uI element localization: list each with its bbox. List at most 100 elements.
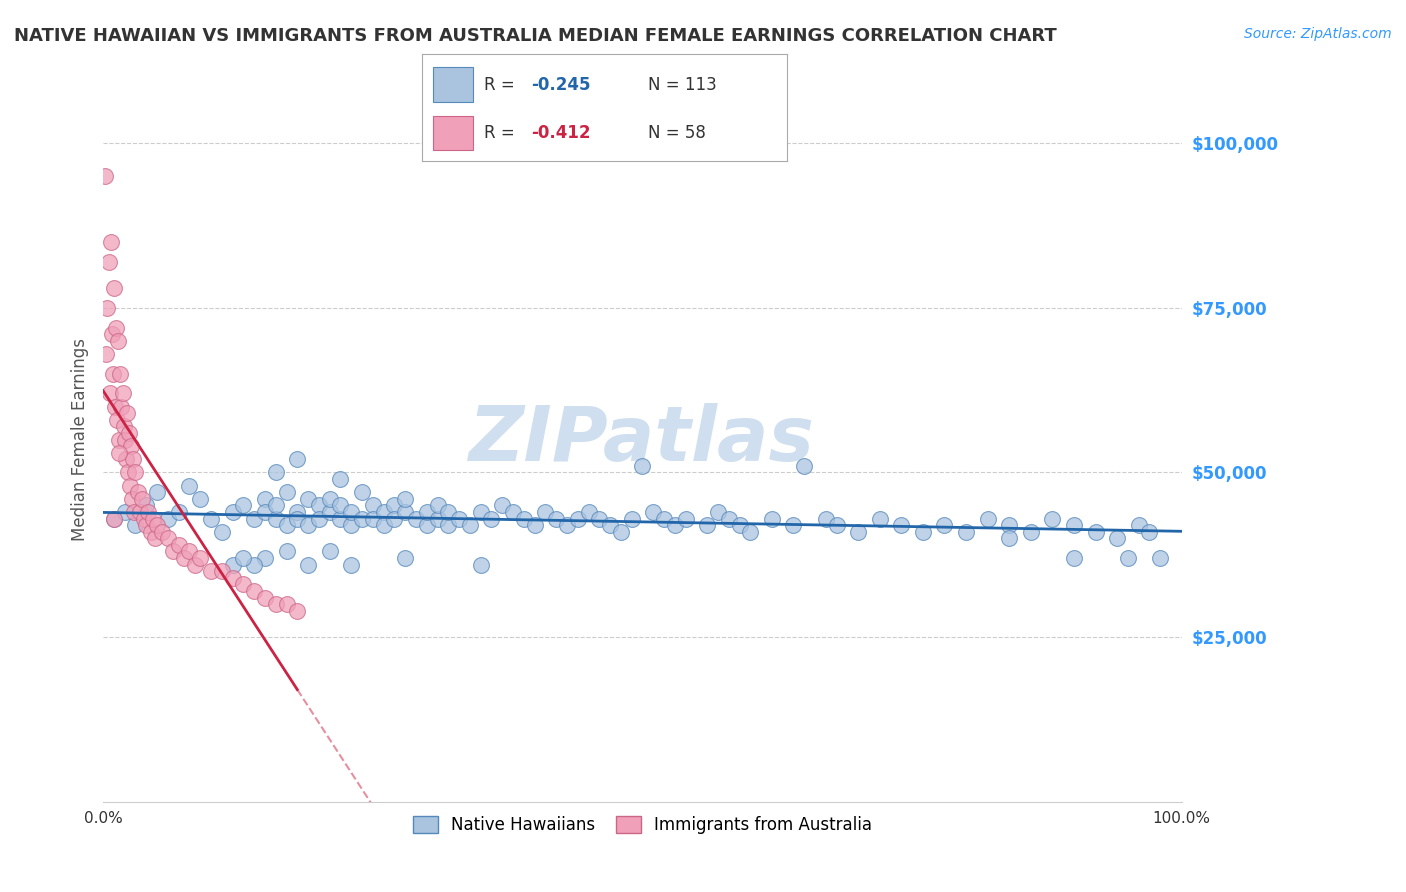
Point [318, 491, 340, 506]
Point [308, 511, 330, 525]
Point [156, 511, 179, 525]
Point [253, 551, 276, 566]
Point [976, 511, 998, 525]
Legend: Native Hawaiians, Immigrants from Australia: Native Hawaiians, Immigrants from Austra… [404, 805, 882, 844]
Point [264, 466, 287, 480]
Point [135, 499, 157, 513]
Y-axis label: Median Female Earnings: Median Female Earnings [72, 338, 89, 541]
Point [394, 551, 416, 566]
Point [243, 583, 266, 598]
Point [1107, 531, 1129, 545]
Point [318, 544, 340, 558]
Point [998, 531, 1021, 545]
Bar [433, 116, 472, 150]
Point [297, 518, 319, 533]
Point [502, 505, 524, 519]
Point [308, 499, 330, 513]
Point [675, 511, 697, 525]
Point [1019, 524, 1042, 539]
Point [1040, 511, 1063, 525]
Point [179, 544, 201, 558]
Point [458, 518, 481, 533]
Text: -0.245: -0.245 [531, 76, 591, 94]
Point [221, 558, 243, 572]
Point [373, 518, 395, 533]
Point [620, 511, 643, 525]
Point [276, 544, 298, 558]
Point [96, 347, 118, 361]
Point [793, 458, 815, 473]
Point [426, 499, 449, 513]
Point [934, 518, 956, 533]
Point [276, 518, 298, 533]
Point [340, 505, 363, 519]
Point [264, 511, 287, 525]
Text: R =: R = [484, 124, 520, 142]
Point [110, 367, 132, 381]
Point [115, 406, 138, 420]
Point [1116, 551, 1139, 566]
Point [232, 577, 254, 591]
Point [264, 597, 287, 611]
Point [146, 518, 169, 533]
Point [588, 511, 610, 525]
Point [124, 505, 146, 519]
Point [108, 433, 131, 447]
Point [491, 499, 513, 513]
Point [782, 518, 804, 533]
Point [631, 458, 654, 473]
Point [243, 558, 266, 572]
Point [911, 524, 934, 539]
Point [107, 334, 129, 348]
Point [696, 518, 718, 533]
Point [825, 518, 848, 533]
Point [761, 511, 783, 525]
Point [97, 254, 120, 268]
Point [103, 281, 125, 295]
Point [523, 518, 546, 533]
Text: N = 58: N = 58 [648, 124, 706, 142]
Point [232, 499, 254, 513]
Point [361, 511, 384, 525]
Point [382, 511, 405, 525]
Point [470, 558, 492, 572]
Point [814, 511, 837, 525]
Point [121, 491, 143, 506]
Text: N = 113: N = 113 [648, 76, 717, 94]
Point [96, 301, 118, 315]
Point [297, 491, 319, 506]
Point [139, 524, 162, 539]
Point [394, 505, 416, 519]
Point [405, 511, 427, 525]
Point [664, 518, 686, 533]
Point [138, 505, 160, 519]
Point [567, 511, 589, 525]
Point [285, 604, 308, 618]
Point [350, 511, 373, 525]
Point [329, 511, 352, 525]
Point [108, 445, 131, 459]
Point [114, 505, 136, 519]
Point [740, 524, 762, 539]
Point [114, 433, 136, 447]
Point [318, 505, 340, 519]
Point [188, 491, 211, 506]
Point [416, 505, 439, 519]
Point [481, 511, 503, 525]
Point [329, 499, 352, 513]
Point [103, 511, 125, 525]
Text: R =: R = [484, 76, 520, 94]
Point [264, 499, 287, 513]
Point [152, 524, 174, 539]
Point [120, 439, 142, 453]
Point [394, 491, 416, 506]
Point [276, 485, 298, 500]
Point [578, 505, 600, 519]
Point [955, 524, 977, 539]
Point [118, 425, 141, 440]
Point [94, 169, 117, 184]
Point [382, 499, 405, 513]
Point [652, 511, 675, 525]
Point [276, 597, 298, 611]
Point [1063, 551, 1085, 566]
